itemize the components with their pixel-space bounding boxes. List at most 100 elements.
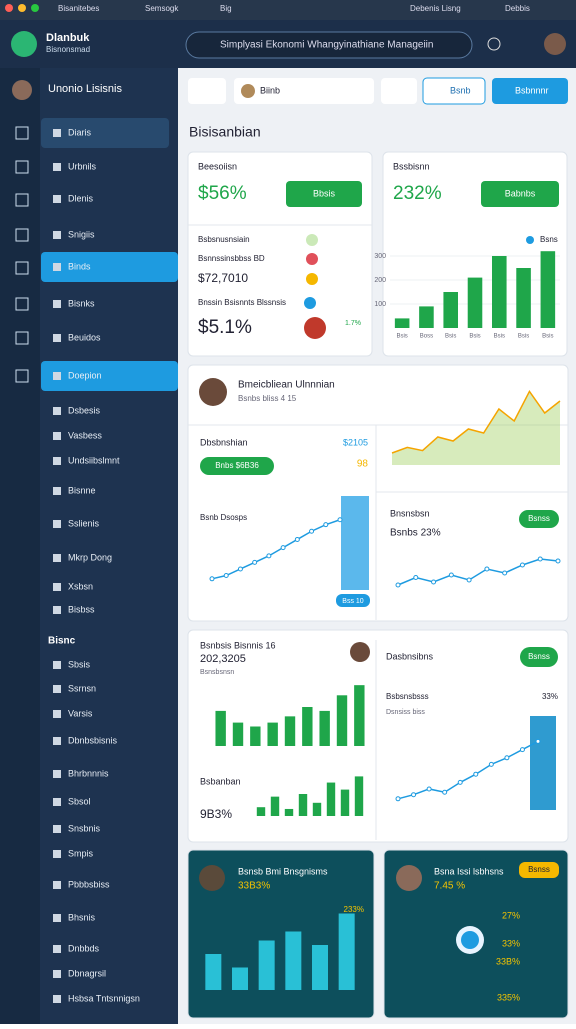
bar <box>394 318 410 328</box>
nav-item[interactable]: Dsbesis <box>68 405 101 415</box>
chart-title: Bsbanban <box>200 776 241 786</box>
badge <box>519 510 559 528</box>
nav-item[interactable]: Dlenis <box>68 193 94 203</box>
nav-icon <box>15 369 29 383</box>
bar <box>284 716 296 746</box>
x-tick-label: Bsis <box>469 334 480 340</box>
point <box>537 556 543 562</box>
nav-item[interactable]: Sslienis <box>68 518 100 528</box>
bar <box>467 277 483 328</box>
nav-item[interactable]: Xsbsn <box>68 581 93 591</box>
bar <box>336 695 348 746</box>
point <box>555 558 561 564</box>
button[interactable] <box>492 78 568 104</box>
compass <box>461 931 479 949</box>
value: $2105 <box>343 437 368 447</box>
page-title: Bisisanbian <box>189 124 261 140</box>
nav-icon <box>15 160 29 174</box>
nav-item[interactable]: Bisbss <box>68 604 95 614</box>
nav-item[interactable]: Beuidos <box>68 332 101 342</box>
nav-item[interactable]: Urbnils <box>68 161 97 171</box>
button[interactable] <box>481 181 559 207</box>
icon <box>304 317 326 339</box>
logo-text: Dlanbuk <box>46 32 90 44</box>
tab: Bisanitebes <box>58 4 99 13</box>
person-name: Bmeicbliean Ulnnnian <box>238 380 335 391</box>
nav-item[interactable]: Sbsol <box>68 796 91 806</box>
nav-item[interactable]: Dnbbds <box>68 943 100 953</box>
button[interactable] <box>422 77 486 105</box>
nav-item[interactable]: Vasbess <box>68 430 102 440</box>
point <box>504 755 510 761</box>
nav-item-icon <box>53 970 61 978</box>
nav-item[interactable]: Smpis <box>68 848 94 858</box>
value: 33% <box>542 692 558 701</box>
badge-text: Bsnss <box>528 652 550 661</box>
highlight <box>341 496 369 590</box>
nav-item[interactable]: Binds <box>68 261 91 271</box>
x-tick-label: Bsis <box>542 334 553 340</box>
badge <box>520 647 558 667</box>
nav-item[interactable]: Bisnks <box>68 298 95 308</box>
badge-text: Bsnss <box>528 865 550 874</box>
point <box>323 522 329 528</box>
row-label: Bnssin Bsisnnts Blssnsis <box>198 298 286 307</box>
nav-item-icon <box>53 825 61 833</box>
nav-item[interactable]: Varsis <box>68 708 93 718</box>
nav-item[interactable]: Dbnagrsil <box>68 968 106 978</box>
nav-item[interactable]: Snsbnis <box>68 823 101 833</box>
kpi: 202,3205 <box>200 653 246 665</box>
x-tick-label: Bsis <box>396 334 407 340</box>
nav-item[interactable]: Pbbbsbiss <box>68 879 110 889</box>
nav-item[interactable]: Bhsnis <box>68 912 96 922</box>
nav-item[interactable]: Snigiis <box>68 229 95 239</box>
badge <box>200 457 274 475</box>
button[interactable] <box>188 78 226 104</box>
nav-item[interactable]: Diaris <box>68 127 92 137</box>
button[interactable] <box>381 78 417 104</box>
nav-item[interactable]: Sbsis <box>68 659 91 669</box>
point <box>473 771 479 777</box>
nav-item[interactable]: Mkrp Dong <box>68 552 112 562</box>
nav-active[interactable] <box>41 361 178 391</box>
nav-item-icon <box>53 334 61 342</box>
kpi: 9B3% <box>200 807 232 821</box>
point <box>442 789 448 795</box>
nav-item[interactable]: Ssrnsn <box>68 683 96 693</box>
kpi: 7.45 % <box>434 881 465 892</box>
line <box>397 740 539 800</box>
point <box>309 528 315 534</box>
bar <box>298 794 308 816</box>
nav-item[interactable]: Undsiibslmnt <box>68 455 120 465</box>
avatar <box>12 80 32 100</box>
point <box>502 570 508 576</box>
nav-item-icon <box>53 798 61 806</box>
card-title: Bssbisnn <box>393 161 430 171</box>
nav-item[interactable]: Bisnne <box>68 485 96 495</box>
chart-title: Bsnb Dsosps <box>200 513 247 522</box>
nav-hover[interactable] <box>41 118 169 148</box>
nav-item-icon <box>53 850 61 858</box>
bar <box>232 967 248 990</box>
line <box>391 389 561 454</box>
card-title: Bsnsb Bmi Bnsgnisms <box>238 866 328 876</box>
search-box[interactable] <box>185 31 473 59</box>
kpi: $56% <box>198 183 247 204</box>
nav-item-icon <box>53 263 61 271</box>
nav-item[interactable]: Hsbsa Tntsnnigsn <box>68 993 140 1003</box>
icon <box>306 273 318 285</box>
highlight <box>530 716 556 810</box>
bar <box>338 913 355 990</box>
nav-item[interactable]: Doepion <box>68 370 102 380</box>
filter[interactable] <box>234 78 374 104</box>
nav-item[interactable]: Dbnbsbisnis <box>68 735 118 745</box>
nav-active[interactable] <box>41 252 178 282</box>
bar <box>312 945 328 990</box>
tab: Big <box>220 4 232 13</box>
button[interactable] <box>286 181 362 207</box>
point <box>457 779 463 785</box>
nav-item[interactable]: Bhrbnnnis <box>68 768 109 778</box>
logo <box>11 31 37 57</box>
bar <box>340 789 350 816</box>
